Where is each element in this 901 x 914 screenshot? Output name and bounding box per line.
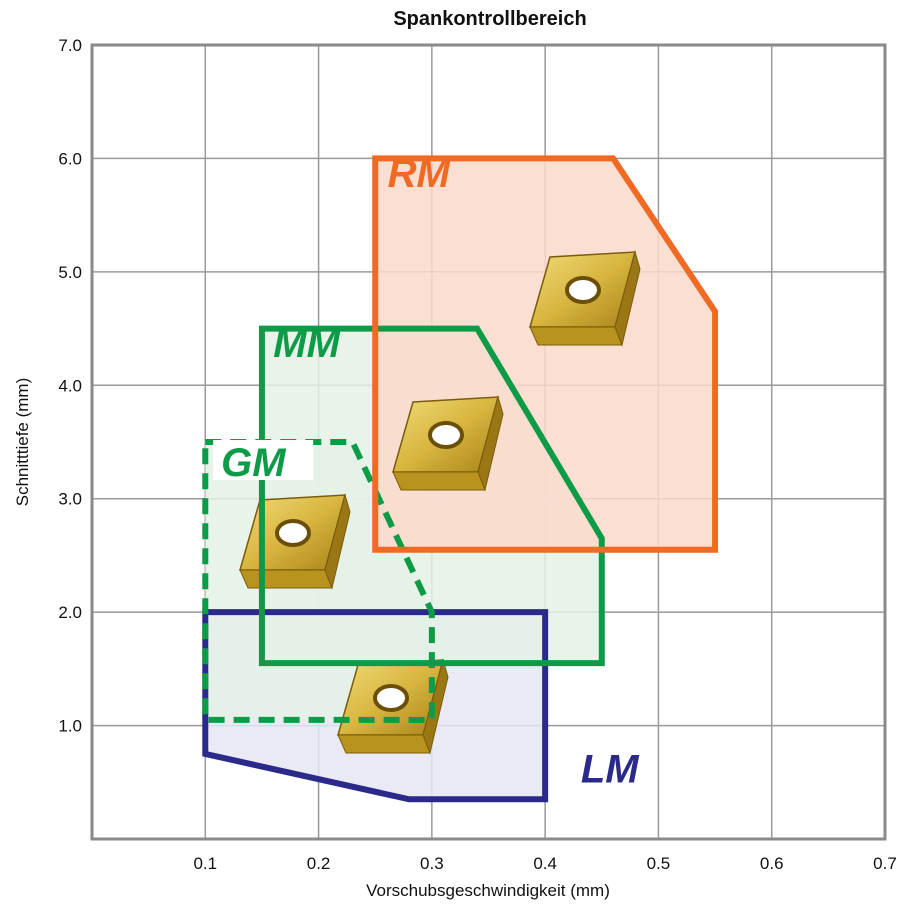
x-tick-label: 0.3 <box>420 854 444 873</box>
region-rm-label: RM <box>388 152 452 196</box>
region-mm-outline <box>258 325 605 667</box>
region-mm-label: MM <box>273 322 341 366</box>
y-tick-label: 7.0 <box>58 36 82 55</box>
y-tick-label: 3.0 <box>58 490 82 509</box>
x-tick-label: 0.1 <box>193 854 217 873</box>
inserts <box>239 250 641 755</box>
insert-rm-image <box>529 250 641 347</box>
x-axis-label: Vorschubsgeschwindigkeit (mm) <box>366 881 610 900</box>
chart-title: Spankontrollbereich <box>393 8 587 30</box>
insert-gm-image <box>239 493 351 590</box>
region-rm-outline <box>372 155 719 553</box>
x-tick-label: 0.5 <box>647 854 671 873</box>
y-tick-label: 1.0 <box>58 717 82 736</box>
insert-lm-image <box>337 658 449 755</box>
region-rm-area <box>375 158 716 550</box>
region-gm-label: GM <box>221 441 287 485</box>
y-tick-label: 5.0 <box>58 263 82 282</box>
region-labels: LM GM MM RM <box>213 152 640 791</box>
y-tick-label: 6.0 <box>58 149 82 168</box>
x-tick-label: 0.6 <box>760 854 784 873</box>
insert-mm-image <box>392 395 504 492</box>
plot-frame <box>90 43 887 841</box>
x-tick-label: 0.7 <box>873 854 897 873</box>
y-tick-label: 4.0 <box>58 376 82 395</box>
region-lm-label: LM <box>581 747 640 791</box>
x-tick-label: 0.4 <box>533 854 557 873</box>
region-gm-label-bg <box>213 440 314 481</box>
x-tick-label: 0.2 <box>307 854 331 873</box>
region-outlines <box>202 155 719 803</box>
tick-labels: 0.1 0.2 0.3 0.4 0.5 0.6 0.7 1.0 2.0 3.0 4.0 5.0 6.0 7… <box>58 36 896 873</box>
y-tick-label: 2.0 <box>58 603 82 622</box>
y-axis-label: Schnitttiefe (mm) <box>13 378 32 506</box>
region-lm-outline <box>202 609 549 803</box>
